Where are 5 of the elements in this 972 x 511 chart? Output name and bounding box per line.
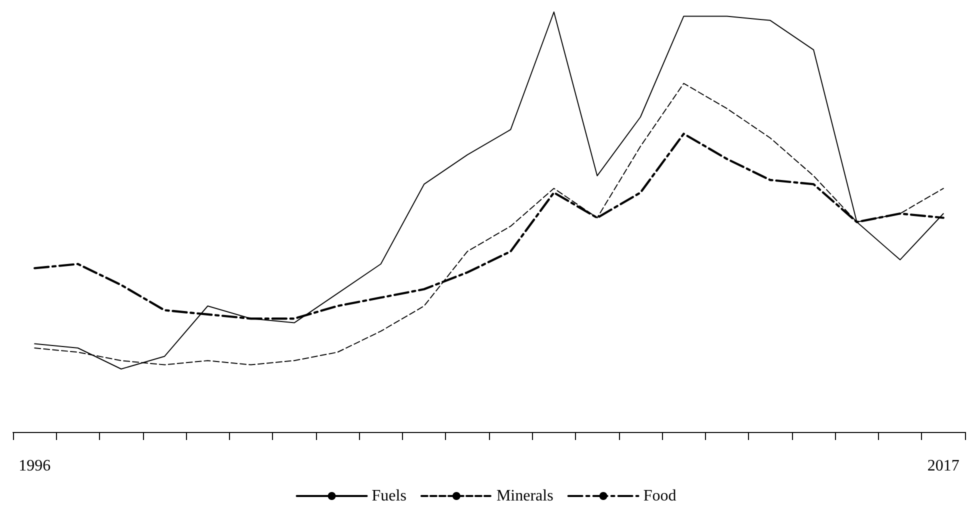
x-tick-label: 1996 <box>18 458 51 474</box>
legend-label: Minerals <box>496 488 554 504</box>
legend-label: Food <box>643 488 676 504</box>
legend-label: Fuels <box>372 488 406 504</box>
x-tick-label: 2017 <box>927 458 960 474</box>
